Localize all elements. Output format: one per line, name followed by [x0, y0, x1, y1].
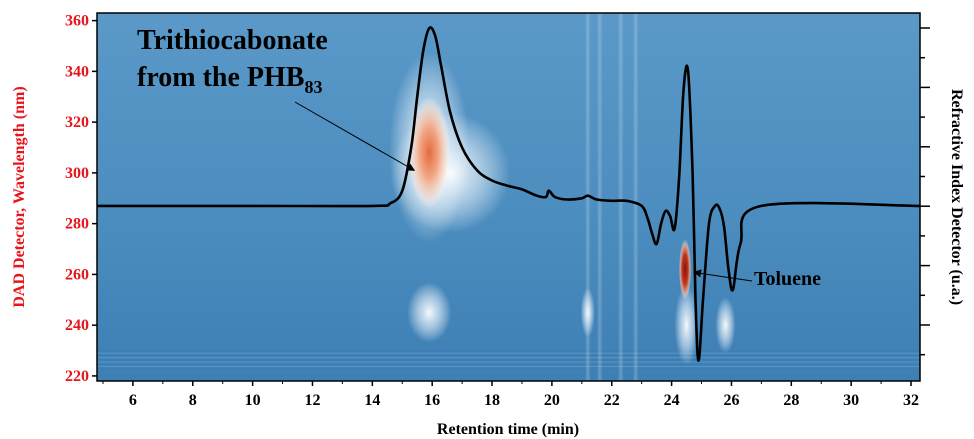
annotation-phb-arrow	[294, 101, 416, 171]
absorbance-glow	[407, 282, 452, 343]
absorbance-glow	[390, 112, 511, 233]
annotation-phb-line1: Trithiocabonate	[137, 25, 328, 56]
absorbance-stripe	[596, 13, 603, 381]
dad-spot-toluene	[679, 239, 692, 300]
y-left-tick-label: 240	[65, 317, 89, 334]
x-tick-label: 6	[129, 392, 137, 409]
plot-frame	[96, 12, 921, 382]
baseline-noise-line	[97, 368, 920, 370]
baseline-noise-line	[97, 361, 920, 363]
x-tick-label: 24	[664, 392, 680, 409]
annotations: Trithiocabonate from the PHB83 Toluene	[137, 25, 821, 290]
y-left-tick-label: 300	[65, 165, 89, 182]
plot-background	[97, 13, 920, 381]
annotation-phb-line2: from the PHB83	[137, 62, 322, 97]
y-left-tick-label: 340	[65, 63, 89, 80]
absorbance-stripe	[617, 13, 624, 381]
x-tick-label: 8	[189, 392, 197, 409]
x-tick-label: 30	[843, 392, 859, 409]
x-tick-label: 26	[723, 392, 739, 409]
x-axis: 6 8 10 12 14 16 18 20 22 24 26 28 30 32	[102, 381, 919, 409]
absorbance-glow	[715, 297, 736, 354]
y-axis-right-title: Refractive Index Detector (u.a.)	[948, 89, 965, 305]
y-left-tick-label: 280	[65, 216, 89, 233]
x-tick-label: 22	[604, 392, 620, 409]
y-left-tick-label: 360	[65, 13, 89, 30]
baseline-noise-line	[97, 350, 920, 352]
x-tick-label: 28	[783, 392, 799, 409]
y-axis-left-title: DAD Detector, Wavelength (nm)	[11, 86, 28, 307]
x-tick-label: 14	[364, 392, 380, 409]
x-axis-title: Retention time (min)	[437, 421, 579, 438]
annotation-phb-subscript: 83	[304, 77, 322, 97]
dad-spot-phb	[408, 96, 451, 209]
y-left-tick-label: 260	[65, 266, 89, 283]
heatmap-base	[97, 13, 920, 381]
x-tick-label: 20	[544, 392, 560, 409]
y-left-tick-label: 320	[65, 114, 89, 131]
absorbance-glow	[674, 285, 699, 366]
ri-trace-line	[97, 26, 920, 362]
y-left-tick-label: 220	[65, 368, 89, 385]
x-tick-label: 32	[903, 392, 919, 409]
baseline-noise-line	[97, 357, 920, 359]
annotation-toluene-label: Toluene	[754, 268, 821, 290]
baseline-noise-line	[97, 354, 920, 356]
absorbance-stripe	[632, 13, 639, 381]
x-tick-label: 12	[304, 392, 320, 409]
annotation-toluene-arrow	[693, 269, 753, 282]
baseline-noise-line	[97, 365, 920, 367]
ri-trace	[97, 26, 920, 362]
y-axis-right	[920, 27, 930, 356]
x-tick-label: 16	[424, 392, 440, 409]
y-axis-left: 220 240 260 280 300 320 340 360	[65, 13, 97, 385]
x-tick-label: 10	[245, 392, 261, 409]
x-tick-label: 18	[484, 392, 500, 409]
baseline-noise-line	[97, 363, 920, 365]
baseline-noise-line	[97, 359, 920, 361]
baseline-noise-line	[97, 352, 920, 354]
